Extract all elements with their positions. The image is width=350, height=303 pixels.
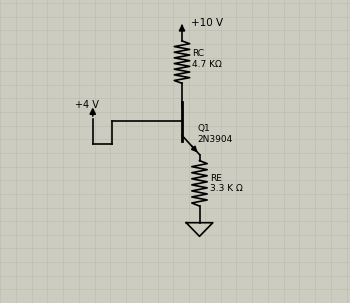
Text: Q1
2N3904: Q1 2N3904 <box>198 124 233 144</box>
Text: +4 V: +4 V <box>75 99 99 110</box>
Text: RC
4.7 KΩ: RC 4.7 KΩ <box>193 49 222 69</box>
Text: +10 V: +10 V <box>191 18 223 28</box>
Text: RE
3.3 K Ω: RE 3.3 K Ω <box>210 174 243 193</box>
